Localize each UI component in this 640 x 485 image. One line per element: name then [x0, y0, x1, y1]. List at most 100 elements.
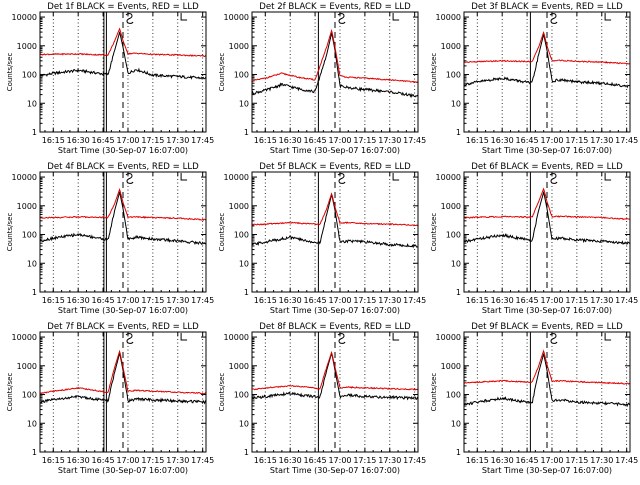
y-axis-label: Counts/sec — [430, 213, 438, 252]
events-series-line — [251, 31, 419, 98]
y-tick-label: 10000 — [436, 173, 461, 182]
y-tick-label: 1 — [32, 448, 37, 457]
y-tick-label: 100 — [446, 71, 461, 80]
panel-title: Det 3f BLACK = Events, RED = LLD — [471, 2, 623, 12]
y-tick-label: 10000 — [12, 333, 37, 342]
x-tick-label: 17:30 — [378, 296, 401, 305]
x-tick-label: 17:45 — [615, 136, 638, 145]
lld-series-line — [39, 27, 207, 58]
x-axis-label: Start Time (30-Sep-07 16:07:00) — [482, 146, 612, 155]
x-tick-label: 17:30 — [378, 456, 401, 465]
y-tick-label: 10 — [27, 99, 37, 108]
bracket-marker-glyph — [180, 13, 188, 21]
y-axis-label: Counts/sec — [218, 213, 226, 252]
x-tick-label: 16:15 — [466, 136, 489, 145]
peak-marker-glyph — [125, 13, 134, 24]
plot-frame — [463, 171, 631, 293]
x-tick-label: 17:00 — [116, 136, 139, 145]
x-tick-label: 16:15 — [466, 296, 489, 305]
y-axis-label: Counts/sec — [6, 213, 14, 252]
x-tick-label: 17:45 — [191, 456, 214, 465]
y-tick-label: 100 — [234, 71, 249, 80]
x-tick-label: 17:00 — [540, 456, 563, 465]
y-tick-label: 1 — [456, 288, 461, 297]
x-axis-label: Start Time (30-Sep-07 16:07:00) — [58, 146, 188, 155]
plot-frame — [39, 331, 207, 453]
y-tick-label: 1 — [456, 448, 461, 457]
bracket-marker-glyph — [392, 333, 400, 341]
x-tick-label: 16:15 — [466, 456, 489, 465]
x-axis-label: Start Time (30-Sep-07 16:07:00) — [482, 466, 612, 475]
lld-series-line — [463, 187, 631, 221]
x-tick-label: 16:45 — [92, 136, 115, 145]
plot-frame — [251, 11, 419, 133]
y-tick-label: 1 — [456, 128, 461, 137]
x-tick-label: 16:45 — [304, 296, 327, 305]
x-tick-label: 16:45 — [516, 136, 539, 145]
y-tick-label: 100 — [234, 391, 249, 400]
y-tick-label: 10000 — [12, 13, 37, 22]
bracket-marker-glyph — [392, 13, 400, 21]
x-tick-label: 17:00 — [328, 296, 351, 305]
events-series-line — [39, 190, 207, 246]
x-axis-label: Start Time (30-Sep-07 16:07:00) — [482, 306, 612, 315]
plot-frame — [463, 11, 631, 133]
x-tick-label: 16:15 — [42, 456, 65, 465]
events-series-line — [463, 33, 631, 89]
y-tick-label: 10 — [27, 419, 37, 428]
x-tick-label: 17:15 — [353, 456, 376, 465]
x-tick-label: 16:30 — [491, 136, 514, 145]
plot-frame — [39, 11, 207, 133]
y-tick-label: 10000 — [12, 173, 37, 182]
x-tick-label: 16:45 — [304, 456, 327, 465]
y-tick-label: 10000 — [436, 333, 461, 342]
y-tick-label: 10 — [27, 259, 37, 268]
x-tick-label: 16:30 — [67, 296, 90, 305]
x-tick-label: 17:00 — [116, 456, 139, 465]
peak-marker-glyph — [337, 173, 346, 184]
x-tick-label: 16:30 — [491, 456, 514, 465]
lld-series-line — [39, 349, 207, 395]
events-series-line — [463, 352, 631, 408]
x-tick-label: 16:30 — [279, 456, 302, 465]
x-tick-label: 17:00 — [328, 136, 351, 145]
y-tick-label: 100 — [22, 391, 37, 400]
x-tick-label: 17:30 — [590, 296, 613, 305]
x-tick-label: 16:30 — [67, 136, 90, 145]
panel-title: Det 7f BLACK = Events, RED = LLD — [47, 322, 199, 332]
x-tick-label: 17:15 — [141, 136, 164, 145]
x-tick-label: 17:15 — [141, 296, 164, 305]
y-tick-label: 1000 — [229, 202, 249, 211]
x-tick-label: 17:45 — [615, 456, 638, 465]
y-tick-label: 10 — [451, 419, 461, 428]
x-tick-label: 16:45 — [516, 456, 539, 465]
x-tick-label: 17:15 — [565, 296, 588, 305]
peak-marker-glyph — [549, 173, 558, 184]
x-tick-label: 17:45 — [615, 296, 638, 305]
lld-series-line — [39, 188, 207, 221]
x-tick-label: 17:15 — [353, 296, 376, 305]
x-tick-label: 17:00 — [540, 136, 563, 145]
x-tick-label: 16:30 — [67, 456, 90, 465]
plot-frame — [251, 171, 419, 293]
y-tick-label: 1000 — [17, 42, 37, 51]
y-axis-label: Counts/sec — [6, 53, 14, 92]
bracket-marker-glyph — [392, 173, 400, 181]
x-tick-label: 16:45 — [92, 456, 115, 465]
y-tick-label: 1 — [32, 288, 37, 297]
y-tick-label: 1000 — [441, 42, 461, 51]
y-tick-label: 1000 — [17, 362, 37, 371]
plot-frame — [463, 331, 631, 453]
y-axis-label: Counts/sec — [430, 373, 438, 412]
x-axis-label: Start Time (30-Sep-07 16:07:00) — [270, 466, 400, 475]
x-tick-label: 16:15 — [42, 296, 65, 305]
peak-marker-glyph — [125, 333, 134, 344]
x-axis-label: Start Time (30-Sep-07 16:07:00) — [270, 306, 400, 315]
